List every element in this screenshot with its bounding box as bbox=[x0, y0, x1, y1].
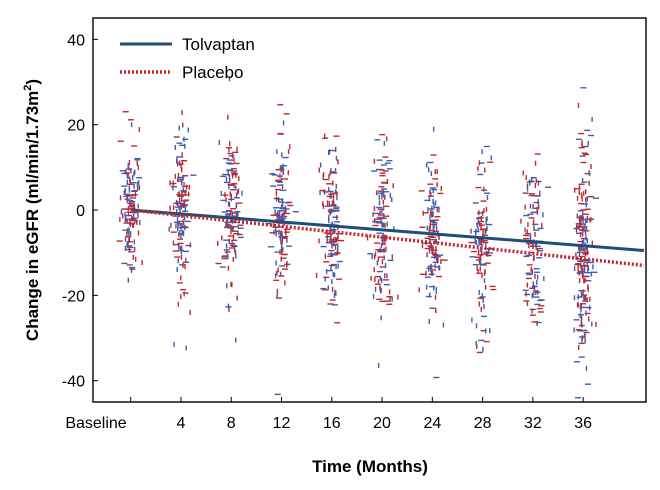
y-tick-label: 20 bbox=[67, 118, 85, 135]
x-tick-label: 20 bbox=[373, 415, 391, 432]
x-tick-label: 12 bbox=[273, 415, 291, 432]
y-tick-label: 40 bbox=[67, 32, 85, 49]
scatter-points-layer bbox=[116, 76, 599, 399]
y-axis-label: Change in eGFR (ml/min/1.73m2) bbox=[22, 79, 42, 341]
trend-lines-layer bbox=[130, 208, 645, 268]
legend-label-placebo: Placebo bbox=[182, 63, 243, 82]
x-tick-label: 16 bbox=[323, 415, 341, 432]
y-axis-ticks: -40 -20 0 20 40 bbox=[62, 32, 98, 391]
y-tick-label: -40 bbox=[62, 374, 85, 391]
y-axis-label-superscript: 2 bbox=[22, 85, 34, 91]
y-tick-label: 0 bbox=[76, 203, 85, 220]
legend-label-tolvaptan: Tolvaptan bbox=[182, 35, 255, 54]
y-axis-label-main: Change in eGFR (ml/min/1.73m bbox=[23, 91, 42, 341]
x-tick-label: Baseline bbox=[65, 415, 126, 432]
tolvaptan-trend-line bbox=[130, 208, 645, 253]
y-tick-label: -20 bbox=[62, 288, 85, 305]
chart-legend: Tolvaptan Placebo bbox=[120, 35, 255, 82]
x-tick-label: 8 bbox=[227, 415, 236, 432]
x-tick-label: 36 bbox=[574, 415, 592, 432]
x-axis-ticks: Baseline 4 8 12 16 20 24 28 32 36 bbox=[65, 397, 592, 432]
x-tick-label: 32 bbox=[524, 415, 542, 432]
x-tick-label: 24 bbox=[423, 415, 441, 432]
x-tick-label: 28 bbox=[474, 415, 492, 432]
y-axis-label-close: ) bbox=[23, 79, 42, 85]
x-axis-label: Time (Months) bbox=[312, 457, 428, 476]
plot-frame bbox=[92, 17, 647, 403]
x-tick-label: 4 bbox=[177, 415, 186, 432]
